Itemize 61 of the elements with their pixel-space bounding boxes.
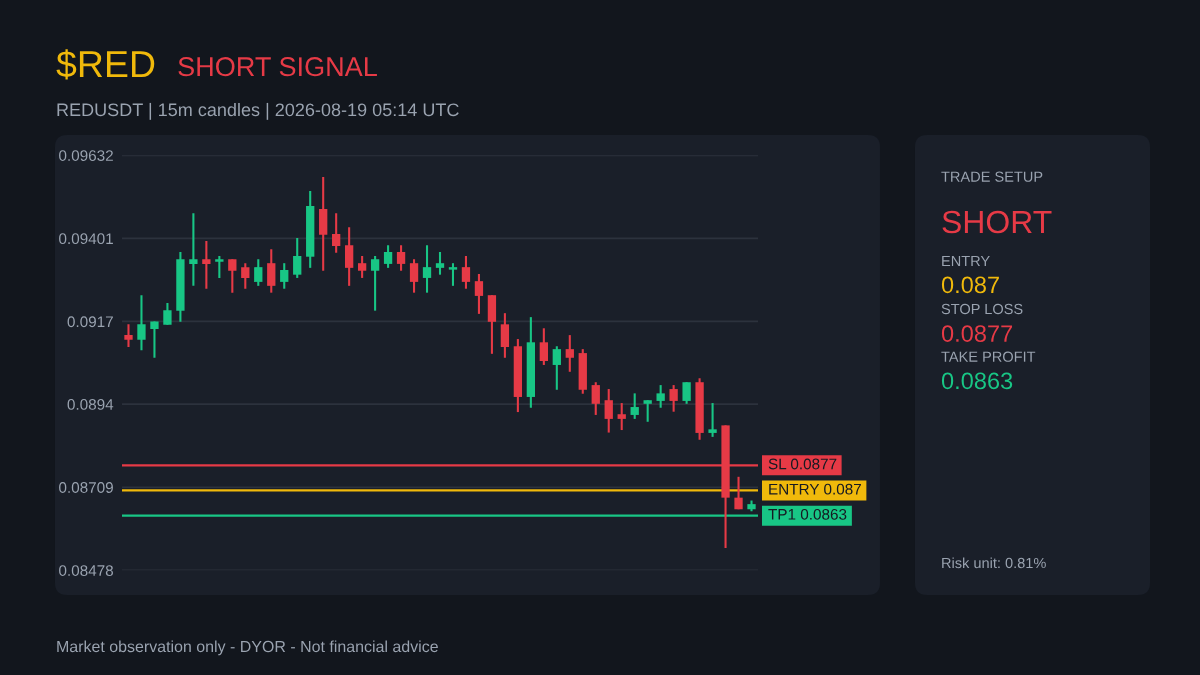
candlestick	[643, 399, 652, 423]
candlestick	[267, 248, 276, 294]
candlestick	[591, 381, 600, 416]
candlestick	[422, 244, 432, 294]
text: TRADE SETUP	[941, 171, 1043, 182]
text: 0.087	[941, 276, 999, 294]
candlestick	[370, 254, 380, 312]
candlestick	[137, 294, 146, 352]
y-tick-label: 0.08709	[59, 482, 113, 493]
candlestick	[241, 262, 250, 290]
candlestick	[448, 262, 458, 287]
candlestick	[604, 388, 613, 434]
candlestick	[293, 236, 302, 279]
candlestick	[539, 327, 548, 366]
text: STOP LOSS	[941, 303, 1023, 315]
candlestick	[124, 323, 133, 349]
candlestick	[215, 254, 224, 279]
candlestick	[383, 244, 393, 269]
text: 0.0863	[941, 372, 1013, 390]
candlestick	[202, 239, 211, 290]
candlestick	[461, 254, 471, 290]
candlestick	[552, 345, 561, 391]
ref-line-label: SL 0.0877	[768, 458, 837, 470]
text: Risk unit: 0.81%	[942, 557, 1046, 569]
candlestick	[280, 262, 289, 290]
chart-subtitle: REDUSDT | 15m candles | 2026-08-19 05:14 UTC	[57, 102, 459, 120]
candlestick	[630, 392, 639, 420]
candlestick	[617, 402, 626, 432]
y-tick-label: 0.09401	[59, 233, 113, 245]
candlestick	[682, 381, 691, 405]
candlestick	[189, 212, 198, 287]
candlestick	[435, 251, 445, 276]
candlestick	[474, 272, 484, 315]
candlestick	[150, 320, 159, 359]
text: ENTRY	[942, 255, 990, 266]
text: 0.0877	[941, 325, 1013, 342]
ref-line-label: ENTRY 0.087	[769, 483, 861, 495]
y-tick-label: 0.09632	[59, 150, 113, 161]
y-tick-label: 0.08478	[59, 565, 114, 576]
y-tick-label: 0.0894	[67, 399, 114, 410]
candlestick	[344, 226, 354, 287]
candlestick	[254, 258, 263, 287]
candlestick	[708, 402, 717, 438]
candlestick	[163, 302, 172, 326]
candlestick	[357, 254, 367, 279]
candlestick	[409, 258, 419, 294]
text: SHORT SIGNAL	[178, 57, 377, 77]
candlestick	[332, 212, 341, 254]
candlestick	[396, 244, 406, 272]
y-tick-label: 0.0917	[67, 316, 113, 328]
candlestick	[565, 334, 574, 373]
candlestick	[656, 384, 665, 409]
chart-title: $RED	[56, 49, 155, 80]
text: SHORT	[942, 210, 1052, 234]
candlestick	[669, 384, 678, 413]
candlestick	[228, 258, 237, 294]
candlestick	[500, 312, 510, 359]
candlestick	[734, 475, 743, 511]
text: Market observation only - DYOR - Not financial advice	[57, 640, 438, 656]
ref-line-label: TP1 0.0863	[768, 508, 847, 520]
text: TAKE PROFIT	[941, 351, 1036, 362]
